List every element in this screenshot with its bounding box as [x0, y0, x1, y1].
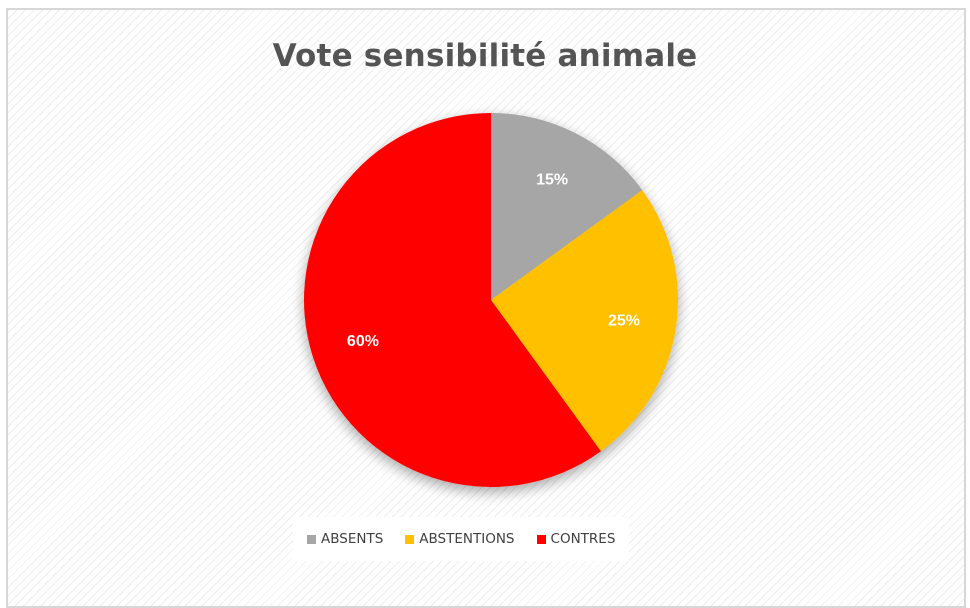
legend-item-abstentions[interactable]: ABSTENTIONS: [405, 531, 515, 547]
legend: ABSENTS ABSTENTIONS CONTRES: [293, 517, 630, 561]
legend-item-absents[interactable]: ABSENTS: [307, 531, 383, 547]
legend-swatch-absents: [307, 534, 316, 544]
chart-title: Vote sensibilité animale: [272, 38, 698, 74]
legend-swatch-contres: [536, 534, 546, 544]
legend-swatch-abstentions: [405, 534, 415, 544]
pie-chart: 15% 25% 60%: [303, 113, 678, 487]
pie-slice-absents[interactable]: [491, 113, 643, 300]
pie-slice-contres[interactable]: [303, 113, 601, 487]
legend-label-contres: CONTRES: [550, 531, 616, 547]
legend-label-abstentions: ABSTENTIONS: [419, 531, 515, 547]
legend-label-absents: ABSENTS: [321, 531, 384, 547]
legend-item-contres[interactable]: CONTRES: [536, 531, 616, 547]
data-label-contres: 60%: [347, 333, 379, 350]
data-label-abstentions: 25%: [608, 312, 640, 329]
pie-slice-abstentions[interactable]: [491, 190, 678, 452]
data-label-absents: 15%: [536, 171, 568, 188]
